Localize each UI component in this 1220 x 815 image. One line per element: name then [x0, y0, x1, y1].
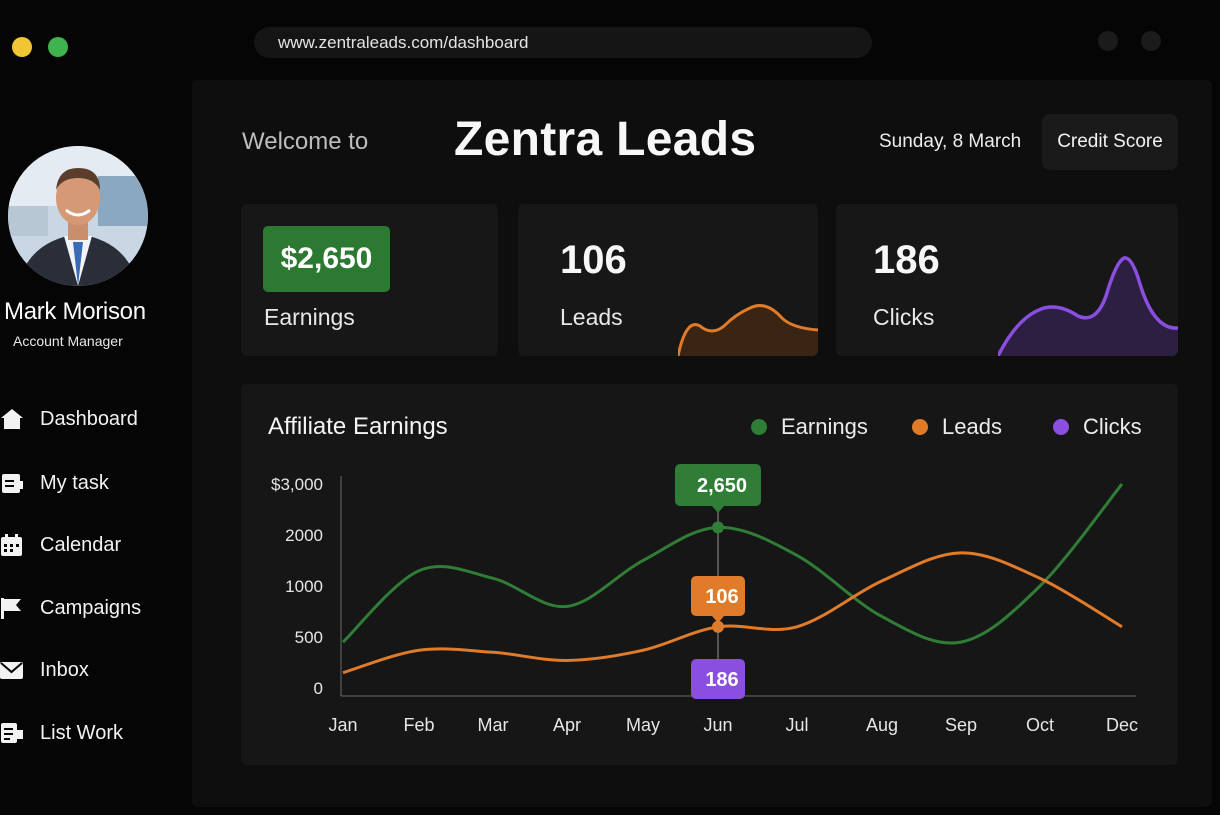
x-tick-label: Dec [1106, 715, 1138, 735]
x-tick-label: May [626, 715, 660, 735]
legend-leads-label: Leads [942, 414, 1002, 439]
user-role: Account Manager [13, 333, 123, 349]
leads-tooltip-box [691, 576, 745, 616]
user-name: Mark Morison [4, 298, 146, 325]
credit-score-button[interactable]: Credit Score [1042, 114, 1178, 170]
earnings-label: Earnings [264, 304, 355, 330]
flag-icon [1, 598, 21, 619]
leads-series-line [342, 551, 1123, 675]
nav-label: Inbox [40, 658, 89, 681]
clicks-card[interactable]: 186 Clicks [836, 204, 1178, 356]
clicks-tooltip-label: 186 [705, 669, 738, 691]
window-control[interactable] [1098, 31, 1118, 51]
leads-point-jun [712, 620, 724, 633]
leads-value: 106 [560, 238, 627, 282]
task-icon [2, 474, 23, 493]
legend-earnings-dot [751, 419, 767, 435]
list-icon [1, 723, 23, 743]
x-tick-label: Jun [703, 715, 732, 735]
leads-tooltip-label: 106 [705, 586, 738, 608]
nav-item-calendar[interactable]: Calendar [0, 529, 121, 561]
x-tick-label: Jul [785, 715, 808, 735]
legend-clicks-dot [1053, 419, 1069, 435]
clicks-label: Clicks [873, 304, 935, 330]
earnings-value: $2,650 [263, 226, 390, 292]
leads-sparkline [678, 304, 818, 356]
nav-label: Campaigns [40, 596, 142, 619]
earnings-point-jun [712, 521, 724, 534]
x-tick-label: Jan [328, 715, 357, 735]
clicks-sparkline [998, 256, 1178, 356]
y-tick-label: 500 [295, 628, 323, 647]
home-icon [1, 409, 23, 429]
clicks-tooltip-box [691, 659, 745, 699]
legend-clicks-label: Clicks [1083, 414, 1142, 439]
x-tick-label: Mar [478, 715, 509, 735]
nav-label: Dashboard [40, 407, 138, 430]
leads-label: Leads [560, 304, 623, 330]
x-tick-label: Oct [1026, 715, 1054, 735]
y-tick-label: 0 [314, 679, 323, 698]
y-tick-label: 2000 [285, 526, 323, 545]
url-bar[interactable]: www.zentraleads.com/dashboard [254, 27, 872, 58]
x-tick-label: Feb [403, 715, 434, 735]
leads-tooltip-pointer [712, 616, 724, 623]
nav-item-list-work[interactable]: List Work [0, 717, 123, 749]
brand-title: Zentra Leads [454, 113, 757, 166]
calendar-icon [1, 534, 22, 556]
mail-icon [0, 662, 23, 679]
leads-card[interactable]: 106 Leads [518, 204, 818, 356]
minimize-dot[interactable] [12, 37, 32, 57]
date-label: Sunday, 8 March [879, 131, 1022, 152]
y-tick-label: $3,000 [271, 475, 323, 494]
window-control[interactable] [1141, 31, 1161, 51]
nav-item-inbox[interactable]: Inbox [0, 654, 89, 686]
maximize-dot[interactable] [48, 37, 68, 57]
earnings-card[interactable]: $2,650 Earnings [241, 204, 498, 356]
legend-clicks[interactable]: Clicks [1053, 414, 1142, 440]
nav-label: List Work [40, 721, 123, 744]
legend-leads[interactable]: Leads [912, 414, 1002, 440]
earnings-tooltip-box [675, 464, 761, 506]
legend-leads-dot [912, 419, 928, 435]
x-tick-label: Apr [553, 715, 581, 735]
earnings-tooltip-pointer [712, 506, 724, 513]
nav-label: My task [40, 471, 109, 494]
clicks-value: 186 [873, 238, 940, 282]
nav-item-my-task[interactable]: My task [0, 467, 109, 499]
nav-label: Calendar [40, 533, 122, 556]
chart-title: Affiliate Earnings [268, 413, 448, 440]
x-tick-label: Aug [866, 715, 898, 735]
x-tick-label: Sep [945, 715, 977, 735]
y-tick-label: 1000 [285, 577, 323, 596]
nav-item-dashboard[interactable]: Dashboard [0, 403, 138, 435]
welcome-text: Welcome to [242, 128, 369, 155]
legend-earnings-label: Earnings [781, 414, 868, 439]
earnings-tooltip-label: 2,650 [697, 475, 747, 497]
nav-item-campaigns[interactable]: Campaigns [0, 592, 141, 624]
legend-earnings[interactable]: Earnings [751, 414, 868, 440]
affiliate-earnings-panel [241, 384, 1178, 765]
earnings-series-line [341, 483, 1124, 645]
